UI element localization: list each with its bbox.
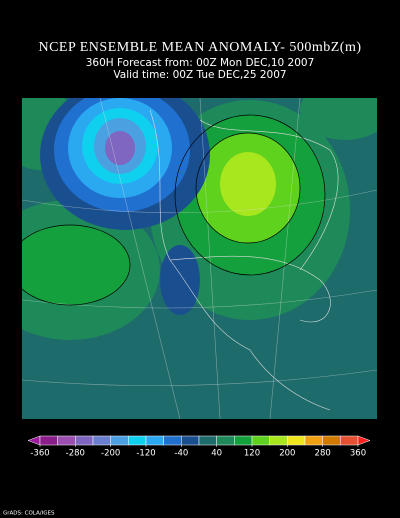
colorbar-label: -200 bbox=[101, 449, 120, 459]
colorbar-swatch bbox=[92, 435, 111, 446]
colorbar-swatch bbox=[269, 435, 288, 446]
colorbar-swatch bbox=[216, 435, 235, 446]
colorbar-swatch bbox=[128, 435, 147, 446]
colorbar-swatch bbox=[75, 435, 94, 446]
colorbar-label: -360 bbox=[30, 449, 49, 459]
colorbar-swatch bbox=[251, 435, 270, 446]
colorbar-label: -40 bbox=[174, 449, 188, 459]
colorbar-label: 120 bbox=[244, 449, 260, 459]
colorbar-swatch bbox=[145, 435, 164, 446]
colorbar-swatch bbox=[198, 435, 217, 446]
colorbar-swatch bbox=[322, 435, 341, 446]
colorbar-swatch bbox=[234, 435, 253, 446]
colorbar-swatch bbox=[340, 435, 359, 446]
colorbar-label: 280 bbox=[315, 449, 331, 459]
colorbar-swatch bbox=[57, 435, 76, 446]
colorbar-swatch bbox=[287, 435, 306, 446]
forecast-time: 360H Forecast from: 00Z Mon DEC,10 2007 bbox=[86, 57, 315, 69]
colorbar-end bbox=[357, 435, 371, 446]
colorbar-label: 200 bbox=[279, 449, 295, 459]
colorbar-swatch bbox=[163, 435, 182, 446]
colorbar: -360 -280 -200 -120 -40 40 120 200 280 360 bbox=[27, 435, 371, 459]
colorbar-swatch bbox=[304, 435, 323, 446]
colorbar-label: 40 bbox=[211, 449, 222, 459]
footer: GrADS: COLA/IGES bbox=[3, 511, 55, 517]
colorbar-swatch bbox=[110, 435, 129, 446]
colorbar-end bbox=[27, 435, 41, 446]
colorbar-label: 360 bbox=[350, 449, 366, 459]
colorbar-swatch bbox=[39, 435, 58, 446]
map bbox=[22, 98, 377, 419]
colorbar-label: -280 bbox=[66, 449, 85, 459]
colorbar-swatch bbox=[181, 435, 200, 446]
title: NCEP ENSEMBLE MEAN ANOMALY- 500mbZ(m) bbox=[38, 40, 361, 55]
valid-time: Valid time: 00Z Tue DEC,25 2007 bbox=[113, 69, 286, 81]
colorbar-label: -120 bbox=[136, 449, 155, 459]
